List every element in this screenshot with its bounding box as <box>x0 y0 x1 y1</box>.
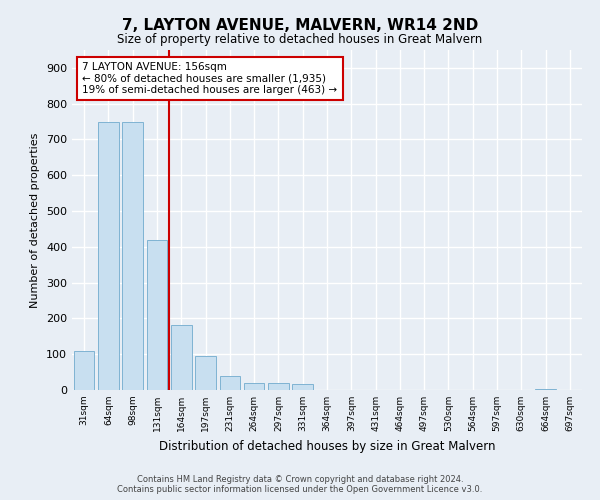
Y-axis label: Number of detached properties: Number of detached properties <box>31 132 40 308</box>
Bar <box>292 384 313 390</box>
Bar <box>195 356 216 390</box>
Bar <box>171 324 191 390</box>
Bar <box>98 122 119 390</box>
Text: Contains HM Land Registry data © Crown copyright and database right 2024.
Contai: Contains HM Land Registry data © Crown c… <box>118 474 482 494</box>
Bar <box>220 376 240 390</box>
Bar <box>122 122 143 390</box>
Bar <box>74 350 94 390</box>
Text: Size of property relative to detached houses in Great Malvern: Size of property relative to detached ho… <box>118 32 482 46</box>
Bar <box>268 383 289 390</box>
Bar <box>535 389 556 390</box>
Bar <box>146 240 167 390</box>
Text: 7, LAYTON AVENUE, MALVERN, WR14 2ND: 7, LAYTON AVENUE, MALVERN, WR14 2ND <box>122 18 478 32</box>
X-axis label: Distribution of detached houses by size in Great Malvern: Distribution of detached houses by size … <box>159 440 495 452</box>
Bar <box>244 383 265 390</box>
Text: 7 LAYTON AVENUE: 156sqm
← 80% of detached houses are smaller (1,935)
19% of semi: 7 LAYTON AVENUE: 156sqm ← 80% of detache… <box>82 62 337 95</box>
